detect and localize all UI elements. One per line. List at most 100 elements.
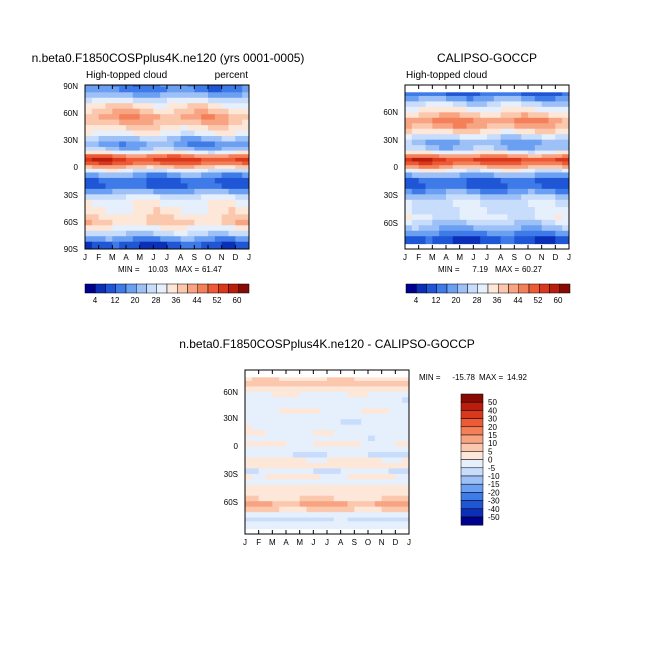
field-cell [286,430,294,439]
field-cell [265,419,273,428]
field-cell [493,95,502,104]
field-cell [214,177,223,186]
field-cell [487,219,495,228]
field-cell [333,441,342,449]
field-cell [112,141,120,150]
field-cell [374,446,383,455]
field-cell [411,194,420,203]
field-cell [187,236,195,245]
field-cell [313,435,321,444]
field-cell [299,490,308,499]
field-cell [201,114,209,123]
field-cell [272,446,280,455]
colorbar-swatch [460,410,484,419]
field-cell [452,230,461,239]
field-cell [139,103,148,112]
field-cell [85,92,93,101]
field-cell [292,413,301,422]
field-cell [368,380,376,389]
field-cell [105,92,113,101]
field-cell [139,86,148,95]
field-cell [258,490,267,499]
field-cell [528,106,536,115]
field-cell [167,225,175,234]
field-cell [333,457,342,466]
field-cell [562,236,569,245]
field-cell [286,435,294,444]
field-cell [418,106,427,115]
field-cell [214,188,223,197]
field-cell [320,495,328,504]
field-cell [500,139,509,148]
field-cell [173,130,182,139]
field-cell [173,199,182,208]
field-cell [313,441,321,449]
field-cell [402,419,409,428]
field-cell [112,103,120,112]
field-cell [105,241,113,249]
field-cell [105,236,113,245]
field-cell [258,435,267,444]
field-cell [361,506,369,515]
field-cell [221,194,230,203]
field-cell [126,241,134,249]
x-tick-label: J [243,538,247,547]
field-cell [361,386,369,395]
field-cell [534,106,543,115]
field-cell [187,214,195,223]
field-cell [91,136,100,144]
field-cell [320,402,328,411]
field-cell [242,236,249,245]
panel-model-title: n.beta0.F1850COSPplus4K.ne120 (yrs 0001-… [32,51,305,65]
field-cell [245,435,253,444]
field-cell [286,380,294,389]
field-cell [534,128,543,137]
colorbar-label: 12 [111,296,120,305]
field-cell [153,92,161,101]
field-cell [201,119,209,128]
field-cell [258,375,267,384]
field-cell [473,188,481,197]
field-cell [98,108,107,117]
field-cell [487,177,495,186]
field-cell [446,90,454,99]
field-cell [313,430,321,439]
field-cell [521,145,529,154]
field-cell [146,141,154,150]
field-cell [381,419,390,428]
field-cell [368,457,376,466]
field-cell [313,375,321,384]
field-cell [514,112,522,121]
field-cell [411,199,420,208]
field-cell [459,128,468,137]
field-cell [221,119,230,128]
field-cell [395,452,403,460]
field-cell [235,236,243,245]
field-cell [327,468,335,477]
field-cell [201,130,209,139]
field-cell [139,177,148,186]
field-cell [208,188,216,197]
field-cell [521,134,529,143]
field-cell [119,230,127,239]
field-cell [402,484,409,493]
field-cell [425,194,433,203]
field-cell [418,188,427,197]
field-cell [306,479,314,488]
colorbar-swatch [228,283,239,294]
field-cell [480,177,488,186]
field-cell [402,430,409,439]
colorbar-label: 36 [493,296,502,305]
field-cell [272,468,280,477]
field-cell [306,419,314,428]
field-cell [439,106,447,115]
field-cell [292,462,301,471]
field-cell [228,241,236,249]
field-cell [194,194,202,203]
field-cell [534,199,543,208]
field-cell [340,473,349,482]
field-cell [473,194,481,203]
field-cell [180,214,189,223]
field-cell [245,473,253,482]
field-cell [493,134,502,143]
